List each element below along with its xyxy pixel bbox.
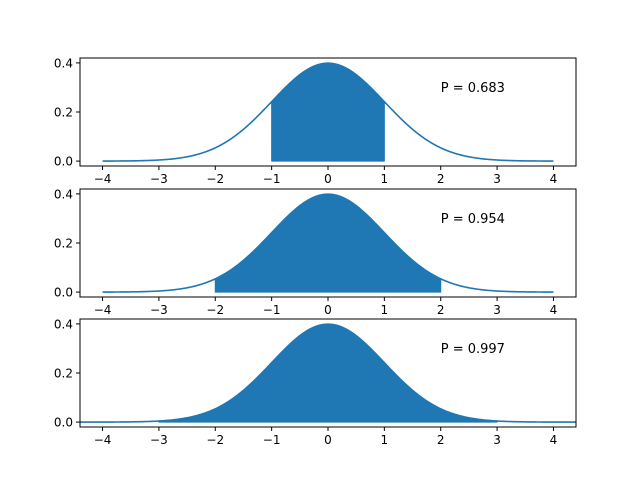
x-tick-label: 1 (381, 303, 389, 317)
probability-annotation: P = 0.997 (441, 342, 505, 357)
x-tick-label: 2 (437, 303, 445, 317)
x-tick-label: −2 (206, 172, 224, 186)
x-tick-label: 3 (493, 172, 501, 186)
x-tick-label: 0 (324, 303, 332, 317)
y-tick-label: 0.4 (54, 187, 73, 201)
x-tick-label: 3 (493, 433, 501, 447)
x-tick-label: 0 (324, 172, 332, 186)
y-tick-label: 0.2 (54, 367, 73, 381)
x-tick-label: −3 (150, 172, 168, 186)
x-tick-label: −2 (206, 303, 224, 317)
x-tick-label: 0 (324, 433, 332, 447)
subplot-3: −4 −3 −2 −1 0 1 2 3 4 0.0 0.2 0.4 P = 0.997 (54, 317, 577, 447)
probability-annotation: P = 0.954 (441, 212, 505, 227)
x-tick-label: −4 (94, 172, 112, 186)
pdf-line (80, 323, 576, 423)
y-tick-label: 0.0 (54, 416, 73, 430)
plot-area (80, 323, 576, 423)
x-tick-label: −2 (206, 433, 224, 447)
y-tick-label: 0.0 (54, 155, 73, 169)
plot-area (102, 193, 554, 293)
x-tick-label: −1 (263, 303, 281, 317)
x-tick-label: 4 (550, 433, 558, 447)
pdf-line (102, 193, 554, 293)
pdf-line (102, 62, 554, 162)
y-tick-label: 0.2 (54, 237, 73, 251)
x-tick-label: 4 (550, 172, 558, 186)
y-tick-label: 0.4 (54, 56, 73, 70)
y-tick-label: 0.2 (54, 106, 73, 120)
x-tick-label: 3 (493, 303, 501, 317)
x-tick-label: −1 (263, 433, 281, 447)
y-tick-label: 0.4 (54, 317, 73, 331)
x-tick-label: −3 (150, 303, 168, 317)
x-tick-label: −4 (94, 303, 112, 317)
x-tick-label: 1 (381, 172, 389, 186)
x-tick-label: 2 (437, 433, 445, 447)
y-tick-label: 0.0 (54, 286, 73, 300)
subplot-1: −4 −3 −2 −1 0 1 2 3 4 0.0 0.2 0.4 P = 0.683 (54, 56, 577, 186)
x-tick-label: 4 (550, 303, 558, 317)
x-tick-label: −4 (94, 433, 112, 447)
x-tick-label: 2 (437, 172, 445, 186)
x-tick-label: 1 (381, 433, 389, 447)
x-tick-label: −3 (150, 433, 168, 447)
plot-area (102, 62, 554, 162)
subplot-2: −4 −3 −2 −1 0 1 2 3 4 0.0 0.2 0.4 P = 0.954 (54, 187, 577, 317)
probability-annotation: P = 0.683 (441, 81, 505, 96)
x-tick-label: −1 (263, 172, 281, 186)
